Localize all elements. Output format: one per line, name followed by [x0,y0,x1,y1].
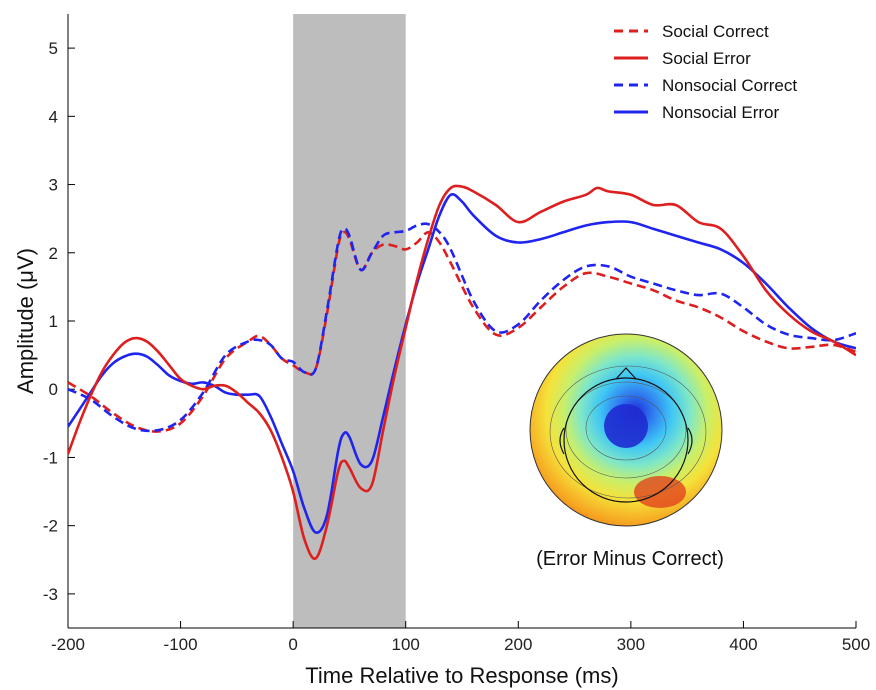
x-tick-label: 300 [617,635,645,654]
x-tick-label: 400 [729,635,757,654]
scalp-topography-inset: (Error Minus Correct) [529,333,724,570]
head-left-ear [559,427,565,455]
series-line-social-correct [68,230,856,433]
x-ticks: -200 -100 0 100 200 300 400 500 [51,621,870,654]
contour-line [585,395,667,461]
legend-label: Nonsocial Correct [662,76,797,95]
series-line-nonsocial-error [68,192,856,534]
y-ticks: -3 -2 -1 0 1 2 3 4 5 [43,39,75,604]
series-line-nonsocial-correct [68,222,856,433]
x-tick-label: -100 [164,635,198,654]
legend-label: Social Error [662,49,751,68]
y-tick-label: -3 [43,585,58,604]
contour-line [565,381,687,479]
head-right-ear [687,427,693,455]
x-tick-label: 0 [288,635,297,654]
y-tick-label: -1 [43,448,58,467]
y-tick-label: 1 [49,312,58,331]
series-line-social-error [68,184,856,560]
head-outline [563,377,689,503]
head-nose [615,367,637,380]
response-window-shading [293,14,406,628]
y-tick-label: 3 [49,176,58,195]
y-axis-title: Amplitude (μV) [13,248,38,394]
y-tick-label: 2 [49,244,58,263]
contour-line [549,365,707,499]
x-tick-label: 100 [392,635,420,654]
x-tick-label: -200 [51,635,85,654]
y-tick-label: -2 [43,517,58,536]
x-tick-label: 500 [842,635,870,654]
series-lines [68,184,856,560]
x-axis-title: Time Relative to Response (ms) [305,663,618,688]
inset-caption: (Error Minus Correct) [536,548,724,570]
y-tick-label: 5 [49,39,58,58]
legend: Social Correct Social Error Nonsocial Corr… [614,22,797,122]
x-tick-label: 200 [504,635,532,654]
legend-label: Social Correct [662,22,769,41]
scalp-blue-core [604,404,648,448]
y-tick-label: 0 [49,380,58,399]
y-tick-label: 4 [49,107,58,126]
legend-label: Nonsocial Error [662,103,779,122]
